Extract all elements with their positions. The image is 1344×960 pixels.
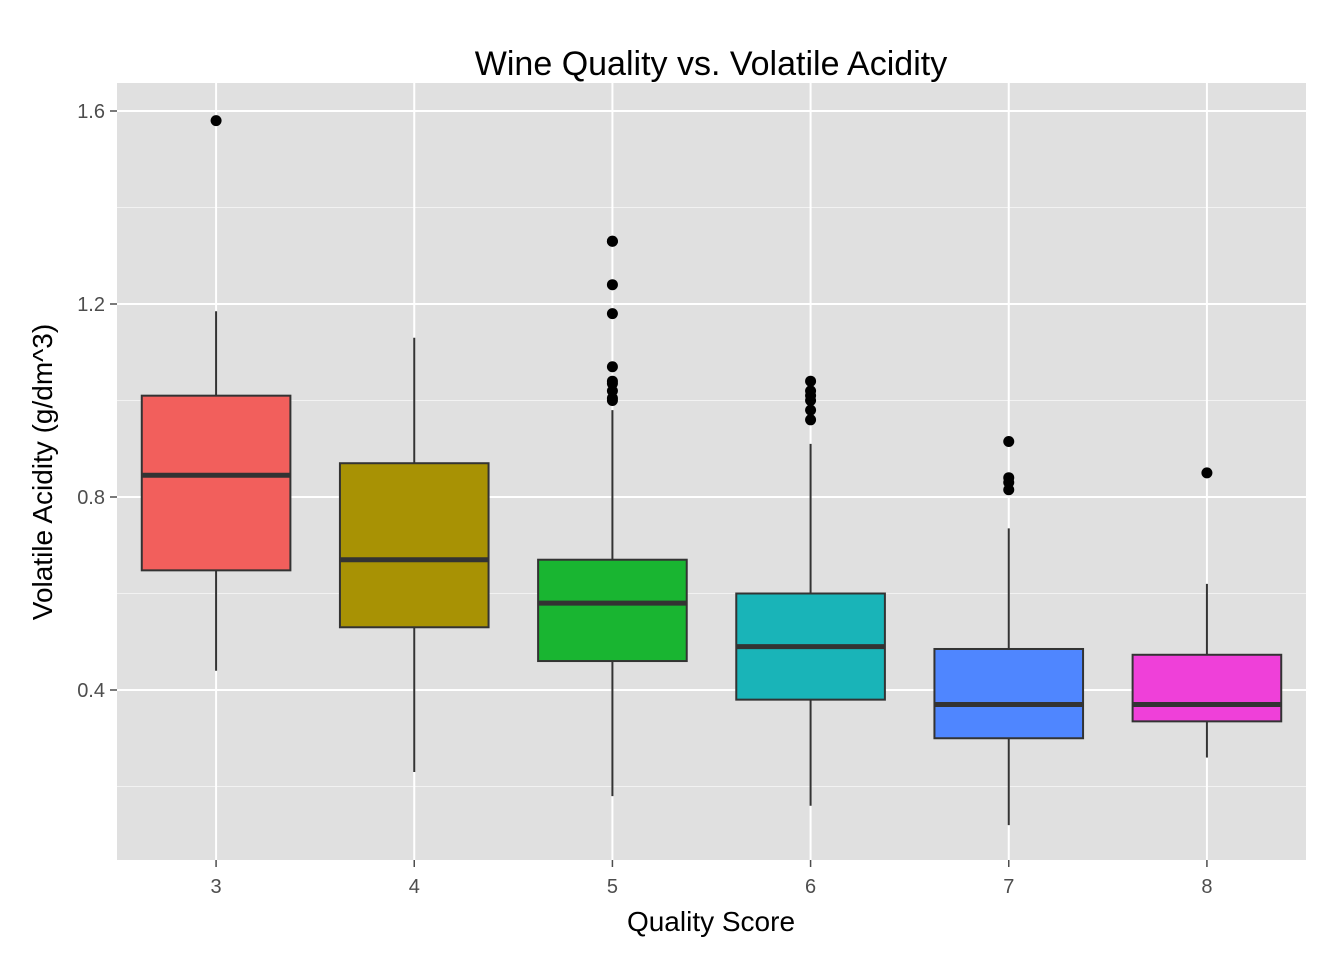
box-group-5: [537, 235, 688, 797]
y-axis-title: Volatile Acidity (g/dm^3): [27, 324, 58, 620]
outlier-point: [805, 414, 817, 426]
ticks: 0.4 0.8 1.2 1.6 3 4 5 6 7 8: [77, 101, 1212, 898]
panel-background: [117, 83, 1306, 860]
box-body: [933, 647, 1085, 740]
boxes: [140, 115, 1283, 826]
box-body: [1131, 653, 1283, 723]
box-group-6: [735, 375, 886, 806]
box-group-4: [338, 337, 490, 773]
outlier-point: [606, 308, 618, 320]
outlier-point: [606, 361, 618, 373]
chart-title: Wine Quality vs. Volatile Acidity: [475, 45, 947, 83]
outlier-point: [805, 385, 817, 397]
x-tick-label: 7: [1003, 876, 1014, 898]
x-tick-label: 6: [805, 876, 816, 898]
outlier-point: [1201, 467, 1213, 479]
y-tick-label: 0.8: [77, 487, 105, 509]
x-tick-label: 4: [409, 876, 420, 898]
outlier-point: [1003, 472, 1015, 484]
box-group-7: [933, 436, 1085, 826]
box-group-3: [140, 115, 292, 671]
x-tick-label: 3: [211, 876, 222, 898]
outlier-point: [210, 115, 222, 127]
x-tick-label: 5: [607, 876, 618, 898]
outlier-point: [606, 279, 618, 291]
box-body: [140, 394, 292, 572]
x-tick-label: 8: [1201, 876, 1212, 898]
outlier-point: [606, 375, 618, 387]
y-tick-label: 1.6: [77, 101, 105, 123]
outlier-point: [1003, 436, 1015, 448]
outlier-point: [805, 404, 817, 416]
y-tick-label: 0.4: [77, 680, 105, 702]
outlier-point: [606, 235, 618, 247]
box-body: [338, 462, 490, 629]
y-tick-label: 1.2: [77, 294, 105, 316]
box-group-8: [1131, 467, 1283, 758]
outlier-point: [805, 375, 817, 387]
box-body: [537, 558, 688, 663]
x-axis-title: Quality Score: [627, 906, 795, 937]
